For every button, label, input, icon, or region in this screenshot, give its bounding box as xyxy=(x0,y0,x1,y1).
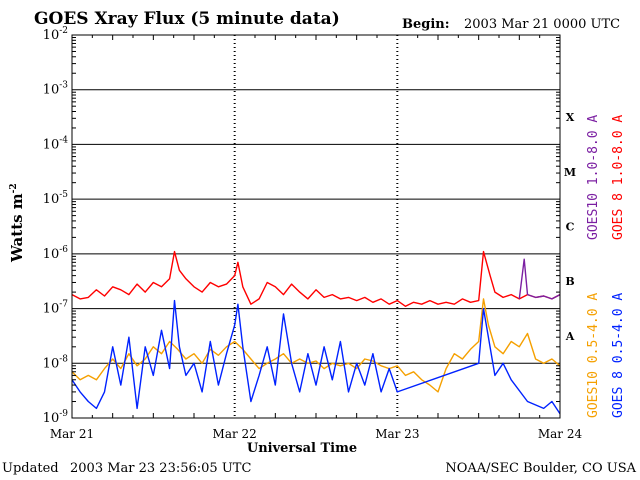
series-line-1 xyxy=(518,258,561,300)
flare-class-C: C xyxy=(566,221,575,234)
legend-entry-2: GOES10 0.5-4.0 A xyxy=(586,293,601,418)
updated-value: 2003 Mar 23 23:56:05 UTC xyxy=(70,461,251,476)
credit: NOAA/SEC Boulder, CO USA xyxy=(445,461,636,476)
series-layer xyxy=(71,250,561,415)
updated-label: Updated xyxy=(2,461,59,476)
flare-class-labels: A B C M X xyxy=(564,111,576,343)
y-axis-ticks: 10-9 10-8 10-7 10-6 10-5 10-4 10-3 10-2 xyxy=(43,26,560,426)
y-axis-label: Watts m-2 xyxy=(8,183,26,263)
series-line-2 xyxy=(71,298,561,393)
flare-class-X: X xyxy=(566,111,575,124)
x-tick-label: Mar 22 xyxy=(213,427,257,441)
x-tick-label: Mar 21 xyxy=(50,427,94,441)
legend-entry-3: GOES 8 0.5-4.0 A xyxy=(611,293,626,418)
legend-entry-0: GOES10 1.0-8.0 A xyxy=(586,115,601,240)
legend-entry-1: GOES 8 1.0-8.0 A xyxy=(611,115,626,240)
y-tick-label: 10-6 xyxy=(43,245,69,262)
y-tick-label: 10-9 xyxy=(43,409,69,426)
begin-label: Begin: xyxy=(402,17,450,32)
chart-title: GOES Xray Flux (5 minute data) xyxy=(34,9,340,29)
series-line-3 xyxy=(71,299,561,415)
x-tick-label: Mar 23 xyxy=(375,427,419,441)
begin-value: 2003 Mar 21 0000 UTC xyxy=(464,17,620,32)
x-axis-ticks: Mar 21 Mar 22 Mar 23 Mar 24 xyxy=(50,35,583,441)
legend: GOES10 1.0-8.0 A GOES 8 1.0-8.0 A GOES10 0… xyxy=(586,115,626,418)
flare-class-M: M xyxy=(564,166,576,179)
y-tick-label: 10-8 xyxy=(43,354,69,371)
x-tick-label: Mar 24 xyxy=(538,427,583,441)
y-tick-label: 10-7 xyxy=(43,300,69,317)
x-axis-label: Universal Time xyxy=(247,441,357,456)
flare-class-A: A xyxy=(565,330,575,343)
y-tick-label: 10-3 xyxy=(43,81,69,98)
y-tick-label: 10-5 xyxy=(43,190,69,207)
grid-lines xyxy=(72,34,560,419)
series-line-0 xyxy=(71,250,561,307)
y-tick-label: 10-4 xyxy=(43,135,69,152)
flare-class-B: B xyxy=(565,275,574,288)
y-tick-label: 10-2 xyxy=(43,26,68,43)
